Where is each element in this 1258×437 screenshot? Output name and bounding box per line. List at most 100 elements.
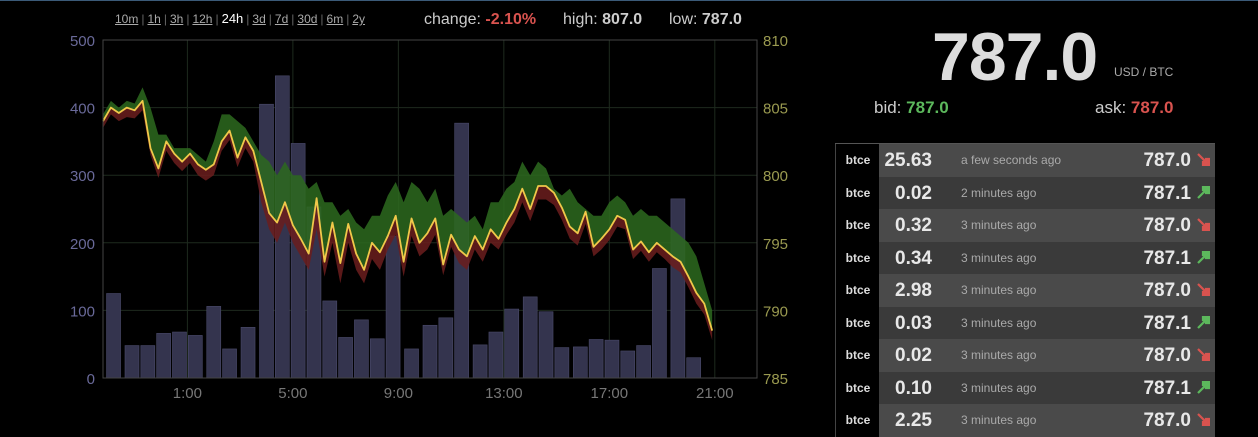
trade-row: btce 0.02 3 minutes ago 787.0: [835, 339, 1215, 372]
volume-bar: [604, 339, 620, 379]
trade-body: 2.25 3 minutes ago 787.0: [879, 404, 1215, 437]
volume-bar: [140, 345, 156, 379]
range-separator: |: [163, 12, 167, 26]
volume-bar: [652, 268, 667, 379]
up-icon: [1197, 185, 1211, 199]
volume-bar: [670, 198, 686, 379]
range-separator: |: [268, 12, 272, 26]
ask-stat: ask: 787.0: [1095, 98, 1173, 118]
trade-amount: 0.32: [895, 215, 932, 236]
trade-exchange: btce: [835, 404, 880, 437]
price-axis-tick: 810: [763, 33, 788, 50]
range-separator: |: [246, 12, 250, 26]
price-line: [102, 99, 714, 331]
trade-price: 787.1: [1143, 247, 1191, 269]
change-stat: change: -2.10%: [424, 11, 536, 29]
trade-row: btce 0.32 3 minutes ago 787.0: [835, 209, 1215, 242]
trade-price: 787.0: [1143, 150, 1191, 171]
trade-exchange: btce: [835, 339, 880, 372]
range-link-3d[interactable]: 3d: [252, 12, 266, 26]
trade-time: 3 minutes ago: [961, 218, 1037, 232]
range-separator: |: [141, 12, 145, 26]
trade-amount: 2.98: [895, 280, 932, 301]
trade-amount: 0.02: [895, 182, 932, 204]
range-link-1h[interactable]: 1h: [147, 12, 161, 26]
range-link-6m[interactable]: 6m: [326, 12, 344, 26]
trade-time: 3 minutes ago: [961, 283, 1037, 297]
volume-axis-tick: 400: [70, 101, 95, 118]
volume-bar: [488, 331, 504, 379]
range-link-12h[interactable]: 12h: [192, 12, 213, 26]
trade-exchange: btce: [835, 241, 880, 274]
top-border: [0, 0, 1258, 1]
volume-bar: [620, 350, 636, 379]
low-stat: low: 787.0: [669, 11, 742, 29]
trade-amount: 0.03: [895, 312, 932, 334]
range-link-24h[interactable]: 24h: [221, 11, 244, 26]
trade-row: btce 0.10 3 minutes ago 787.1: [835, 371, 1215, 404]
trade-exchange: btce: [835, 176, 880, 209]
trade-price: 787.0: [1143, 280, 1191, 301]
range-link-7d[interactable]: 7d: [274, 12, 289, 26]
down-icon: [1197, 218, 1211, 232]
trade-body: 0.03 3 minutes ago 787.1: [879, 306, 1215, 339]
trade-price: 787.1: [1143, 312, 1191, 334]
volume-bar: [588, 339, 604, 379]
range-link-2y[interactable]: 2y: [352, 12, 366, 26]
volume-bar: [206, 306, 222, 379]
volume-bar: [222, 348, 237, 379]
volume-bar: [573, 346, 588, 379]
trade-amount: 0.02: [895, 345, 932, 366]
volume-axis-tick: 200: [70, 236, 95, 253]
volume-bar: [538, 311, 554, 379]
range-separator: |: [186, 12, 190, 26]
volume-bar: [385, 235, 401, 379]
time-axis-tick: 13:00: [485, 385, 523, 402]
bid-stat: bid: 787.0: [874, 98, 949, 118]
trade-time: 3 minutes ago: [961, 348, 1037, 362]
trade-row: btce 0.34 3 minutes ago 787.1: [835, 241, 1215, 274]
trade-exchange: btce: [835, 306, 880, 339]
range-link-10m[interactable]: 10m: [115, 12, 139, 26]
volume-bar: [322, 300, 338, 379]
time-axis-tick: 9:00: [384, 385, 413, 402]
trade-price: 787.1: [1143, 182, 1191, 204]
volume-bar: [686, 357, 702, 379]
trade-amount: 0.10: [895, 377, 932, 399]
last-price: 787.0: [932, 19, 1098, 95]
range-link-3h[interactable]: 3h: [169, 12, 184, 26]
volume-bar: [472, 344, 488, 379]
trade-row: btce 2.98 3 minutes ago 787.0: [835, 274, 1215, 307]
range-separator: |: [215, 12, 219, 26]
bid-value: 787.0: [906, 98, 949, 117]
trade-time: 3 minutes ago: [961, 250, 1037, 265]
price-axis-tick: 805: [763, 101, 788, 118]
down-icon: [1197, 153, 1211, 167]
price-axis-tick: 785: [763, 371, 788, 388]
low-label: low:: [669, 11, 698, 28]
volume-bar: [240, 326, 256, 379]
change-value: -2.10%: [485, 11, 537, 28]
time-axis-tick: 17:00: [591, 385, 629, 402]
trade-amount: 25.63: [884, 150, 932, 171]
range-separator: |: [346, 12, 350, 26]
high-value: 807.0: [602, 11, 643, 28]
volume-bar: [369, 338, 385, 379]
trade-exchange: btce: [835, 209, 880, 242]
trade-body: 25.63 a few seconds ago 787.0: [879, 144, 1215, 177]
trade-price: 787.0: [1143, 410, 1191, 431]
price-unit: USD / BTC: [1114, 65, 1174, 79]
plot-frame: [102, 39, 758, 379]
price-range-high-band: [103, 87, 713, 331]
down-icon: [1197, 348, 1211, 362]
time-range-selector: 10m | 1h | 3h | 12h | 24h | 3d | 7d | 30d | 6m | 2y: [115, 11, 365, 26]
trade-time: 3 minutes ago: [961, 380, 1037, 395]
trade-row: btce 0.03 3 minutes ago 787.1: [835, 306, 1215, 339]
trade-time: 3 minutes ago: [961, 413, 1037, 427]
ask-value: 787.0: [1130, 98, 1174, 117]
range-link-30d[interactable]: 30d: [297, 12, 318, 26]
volume-bar: [354, 319, 369, 379]
volume-bar: [404, 348, 419, 379]
trade-time: a few seconds ago: [961, 153, 1062, 167]
trade-body: 0.02 2 minutes ago 787.1: [879, 176, 1215, 209]
